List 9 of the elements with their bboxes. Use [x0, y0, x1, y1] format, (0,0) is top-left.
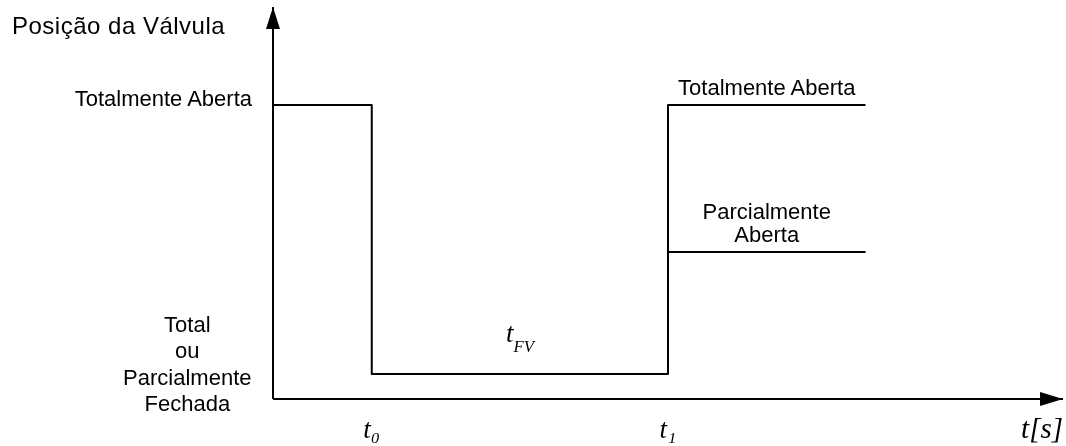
annotation: Totalmente Aberta [74, 86, 253, 111]
x-axis-title: t[s] [1021, 412, 1063, 444]
x-tick-label: t₁ [659, 414, 677, 444]
annotation: t$_{FV}$ [505, 318, 536, 356]
series-label: Parcialmente Aberta [702, 199, 831, 247]
x-tick-label: t₀ [363, 414, 381, 444]
y-axis-title: Posição da Válvula [12, 12, 226, 39]
series-label: Totalmente Aberta [678, 75, 857, 100]
annotation: Total ou Parcialmente Fechada [123, 311, 252, 417]
